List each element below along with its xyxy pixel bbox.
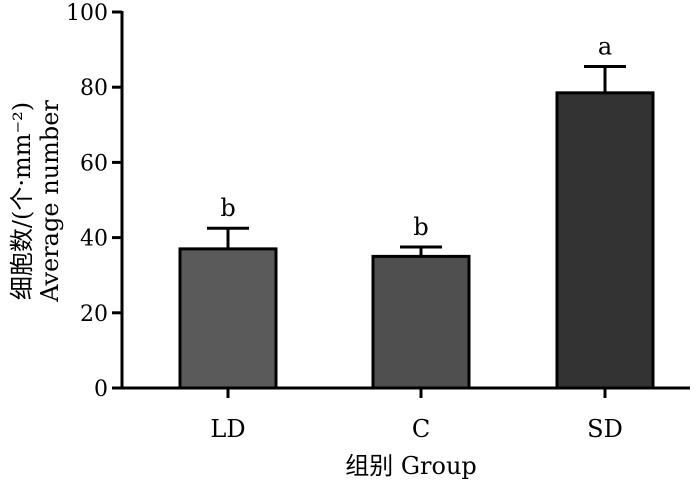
y-tick-label: 0 (94, 377, 108, 402)
y-tick-label: 40 (80, 227, 108, 252)
bar-c (371, 254, 471, 390)
y-axis-title: 细胞数/(个·mm⁻²) Average number (8, 100, 64, 303)
y-axis-title-line2: Average number (36, 100, 64, 303)
significance-label-c: b (413, 213, 428, 241)
y-axis-ticks: 0 20 40 60 80 100 (66, 1, 122, 402)
y-tick-label: 60 (80, 151, 108, 176)
x-tick-label-ld: LD (210, 415, 245, 443)
y-tick-label: 20 (80, 302, 108, 327)
x-tick-label-sd: SD (587, 415, 623, 443)
y-tick-label: 100 (66, 1, 108, 26)
plot-area: b b a (178, 33, 655, 390)
significance-label-sd: a (598, 33, 612, 61)
x-tick-label-c: C (412, 415, 430, 443)
x-axis-title: 组别 Group (345, 452, 477, 480)
bar-ld (178, 247, 278, 390)
x-axis-ticks: LD C SD (210, 388, 623, 443)
significance-label-ld: b (220, 194, 235, 222)
bar-sd (555, 91, 655, 390)
y-tick-label: 80 (80, 76, 108, 101)
y-axis-title-line1: 细胞数/(个·mm⁻²) (8, 102, 36, 300)
